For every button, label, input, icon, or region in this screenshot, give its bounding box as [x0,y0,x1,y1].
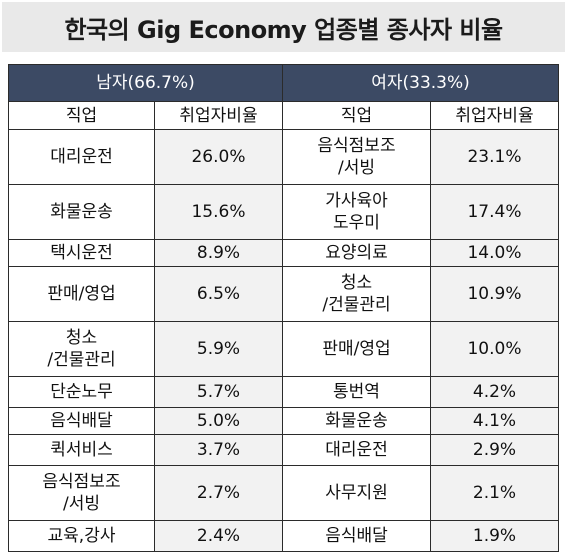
female-job-cell: 통번역 [282,376,431,408]
male-ratio-cell: 5.7% [154,376,283,408]
cell-text-line: 음식배달 [325,526,388,546]
male-job-cell: 판매/영업 [8,266,155,322]
female-group-header: 여자(33.3%) [282,64,559,102]
male-ratio-cell: 8.9% [154,239,283,267]
cell-text-line: 교육,강사 [47,526,116,546]
cell-text-line: 대리운전 [50,147,113,167]
group-header-row: 남자(66.7%) 여자(33.3%) [8,64,559,102]
cell-text-line: 택시운전 [50,243,113,263]
male-ratio-cell: 6.5% [154,266,283,322]
male-ratio-cell: 3.7% [154,434,283,466]
female-ratio-cell: 2.1% [430,465,559,521]
table-row: 판매/영업 6.5% 청소/건물관리 10.9% [8,266,559,322]
male-ratio-cell: 5.9% [154,321,283,377]
cell-text-line: 청소 [65,328,98,348]
cell-text-line: 판매/영업 [322,339,391,359]
gig-economy-table: 남자(66.7%) 여자(33.3%) 직업 취업자비율 직업 취업자비율 대리… [8,64,559,552]
table-row: 택시운전 8.9% 요양의료 14.0% [8,239,559,267]
female-job-cell: 사무지원 [282,465,431,521]
female-job-cell: 판매/영업 [282,321,431,377]
title-bar: 한국의 Gig Economy 업종별 종사자 비율 [2,2,565,52]
table-row: 청소/건물관리 5.9% 판매/영업 10.0% [8,321,559,377]
female-job-cell: 가사육아 도우미 [282,184,431,240]
female-ratio-cell: 4.1% [430,407,559,435]
cell-text-line: 화물운송 [325,411,388,431]
table-row: 퀵서비스 3.7% 대리운전 2.9% [8,434,559,466]
male-job-cell: 화물운송 [8,184,155,240]
cell-text-line: /서빙 [337,158,375,178]
male-job-cell: 퀵서비스 [8,434,155,466]
cell-text-line: 화물운송 [50,202,113,222]
male-ratio-cell: 15.6% [154,184,283,240]
male-ratio-cell: 2.4% [154,520,283,552]
cell-text-line: 통번역 [333,382,380,402]
cell-text-line: 퀵서비스 [50,440,113,460]
cell-text-line: 음식점보조 [317,136,396,156]
female-ratio-cell: 23.1% [430,129,559,185]
male-ratio-header: 취업자비율 [154,101,283,130]
table-row: 음식점보조/서빙 2.7% 사무지원 2.1% [8,465,559,521]
female-ratio-cell: 2.9% [430,434,559,466]
male-job-cell: 음식배달 [8,407,155,435]
female-ratio-cell: 17.4% [430,184,559,240]
female-ratio-cell: 14.0% [430,239,559,267]
column-header-row: 직업 취업자비율 직업 취업자비율 [8,101,559,130]
cell-text-line: 사무지원 [325,483,388,503]
male-job-cell: 교육,강사 [8,520,155,552]
female-job-cell: 음식배달 [282,520,431,552]
table-row: 음식배달 5.0% 화물운송 4.1% [8,407,559,435]
male-job-header: 직업 [8,101,155,130]
cell-text-line: 판매/영업 [47,284,116,304]
female-job-cell: 음식점보조/서빙 [282,129,431,185]
female-job-cell: 대리운전 [282,434,431,466]
female-ratio-cell: 10.9% [430,266,559,322]
cell-text-line: 요양의료 [325,243,388,263]
female-job-header: 직업 [282,101,431,130]
cell-text-line: 음식배달 [50,411,113,431]
male-job-cell: 단순노무 [8,376,155,408]
table-row: 대리운전 26.0% 음식점보조/서빙 23.1% [8,129,559,185]
cell-text-line: 청소 [340,273,373,293]
female-ratio-cell: 10.0% [430,321,559,377]
male-job-cell: 택시운전 [8,239,155,267]
female-ratio-header: 취업자비율 [430,101,559,130]
male-job-cell: 음식점보조/서빙 [8,465,155,521]
table-row: 교육,강사 2.4% 음식배달 1.9% [8,520,559,552]
cell-text-line: /서빙 [62,494,100,514]
male-job-cell: 청소/건물관리 [8,321,155,377]
male-job-cell: 대리운전 [8,129,155,185]
female-job-cell: 화물운송 [282,407,431,435]
female-ratio-cell: 1.9% [430,520,559,552]
female-job-cell: 요양의료 [282,239,431,267]
cell-text-line: 대리운전 [325,440,388,460]
cell-text-line: 단순노무 [50,382,113,402]
cell-text-line: 가사육아 [325,191,388,211]
cell-text-line: /건물관리 [47,350,116,370]
table-row: 단순노무 5.7% 통번역 4.2% [8,376,559,408]
male-ratio-cell: 26.0% [154,129,283,185]
cell-text-line: 음식점보조 [42,472,121,492]
male-ratio-cell: 2.7% [154,465,283,521]
table-body: 대리운전 26.0% 음식점보조/서빙 23.1% 화물운송 15.6% 가사육아 도우미 17… [8,129,559,552]
female-job-cell: 청소/건물관리 [282,266,431,322]
page-title: 한국의 Gig Economy 업종별 종사자 비율 [64,15,503,44]
female-ratio-cell: 4.2% [430,376,559,408]
male-group-header: 남자(66.7%) [8,64,283,102]
cell-text-line: 도우미 [333,213,380,233]
cell-text-line: /건물관리 [322,295,391,315]
male-ratio-cell: 5.0% [154,407,283,435]
table-row: 화물운송 15.6% 가사육아 도우미 17.4% [8,184,559,240]
